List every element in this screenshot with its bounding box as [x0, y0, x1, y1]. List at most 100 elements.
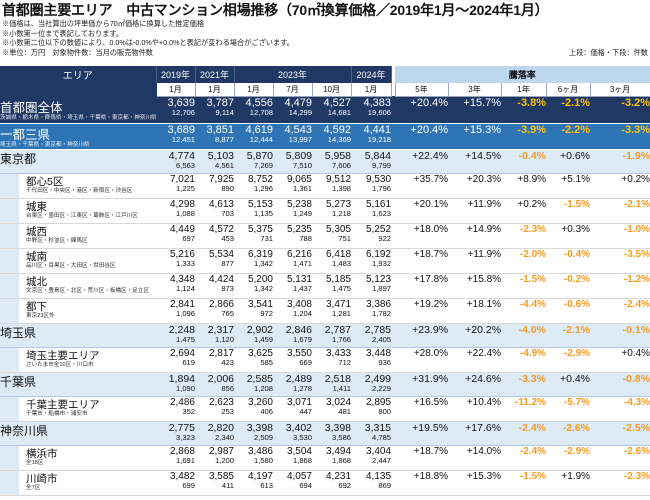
listing-count: 13,997 [288, 134, 312, 144]
price-cell: 5,103 4,561 [195, 149, 234, 174]
rate-cell: -0.6% [546, 298, 591, 324]
price-value: 5,153 [247, 198, 273, 210]
price-value: 5,273 [326, 198, 352, 210]
rate-cell: -11.2% [501, 396, 547, 422]
listing-count: 1,333 [175, 258, 195, 268]
listing-count: 972 [260, 308, 273, 318]
price-value: 6,319 [247, 248, 273, 260]
area-name: 千葉県 [0, 374, 37, 389]
price-cell: 2,785 2,405 [351, 323, 392, 348]
table-row: 首都圏全体茨城県・栃木県・群馬県・埼玉県・千葉県・東京都・神奈川県・山梨県3,6… [0, 96, 650, 124]
rate-cell: -5.7% [546, 396, 591, 422]
month-header: 1月 [350, 83, 392, 97]
area-name-cell: 都心5区 千代田区・中央区・港区・新宿区・渋谷区 [0, 173, 156, 199]
rate-cell: -3.3% [590, 123, 650, 150]
listing-count: 1,411 [332, 383, 352, 393]
price-value: 3,315 [364, 421, 392, 434]
price-cell: 9,530 1,796 [351, 173, 392, 199]
indent-bar [0, 173, 19, 197]
price-value: 4,298 [169, 198, 195, 210]
price-cell: 2,841 1,096 [156, 298, 195, 324]
price-value: 4,424 [208, 273, 234, 285]
price-value: 9,530 [366, 173, 392, 185]
rate-cell: -1.2% [590, 273, 650, 299]
price-value: 3,408 [286, 298, 312, 310]
listing-count: 1,398 [332, 183, 352, 193]
price-value: 4,197 [247, 470, 273, 482]
rate-cell: -2.4% [501, 445, 547, 471]
gap-cell [391, 470, 396, 496]
rate-cell: +18.7% [395, 445, 449, 471]
notes-block: ※価格は、当社算出の坪単価から70㎡価格に換算した推定価格 ※小数第一位まで表記… [0, 19, 650, 57]
area-name: 城西 [26, 225, 47, 238]
rate-cell: +1.9% [546, 470, 591, 496]
area-subtitle: 文京区・豊島区・北区・荒川区・板橋区・足立区 [26, 287, 150, 294]
rate-cell: +15.3% [448, 123, 502, 150]
price-cell: 5,870 7,269 [234, 149, 273, 174]
price-cell: 3,408 1,204 [273, 298, 312, 324]
price-value: 5,103 [207, 149, 234, 162]
rate-cell: +0.4% [546, 372, 591, 397]
price-cell: 4,441 19,218 [351, 123, 392, 150]
price-cell: 5,273 1,218 [312, 198, 352, 224]
indent-bar [0, 298, 19, 322]
listing-count: 712 [338, 357, 352, 367]
area-subtitle: 千代田区・中央区・港区・新宿区・渋谷区 [26, 187, 133, 194]
listing-count: 406 [260, 406, 273, 416]
indent-bar [0, 248, 19, 272]
rate-cell: +0.2% [501, 198, 547, 224]
price-value: 5,185 [326, 273, 352, 285]
area-subtitle: 埼玉県・千葉県・東京都・神奈川県 [0, 141, 90, 148]
price-value: 1,894 [168, 372, 195, 385]
price-value: 3,494 [326, 445, 352, 457]
price-cell: 9,065 1,361 [273, 173, 312, 199]
area-name-cell: 都下 東京23区外 [0, 298, 156, 324]
rate-header: 騰落率 [395, 66, 650, 83]
price-cell: 2,489 1,278 [273, 372, 312, 397]
rate-cell: -1.0% [590, 223, 650, 249]
price-cell: 2,846 1,679 [273, 323, 312, 348]
price-cell: 3,482 699 [156, 470, 195, 496]
listing-count: 6,563 [175, 160, 195, 170]
price-value: 3,541 [247, 298, 273, 310]
rate-cell: -2.1% [590, 198, 650, 224]
price-value: 5,870 [246, 149, 273, 162]
rate-cell: +0.3% [546, 223, 591, 249]
area-name: 川崎市 [26, 472, 58, 485]
price-value: 3,398 [324, 421, 352, 434]
rate-cell: +17.6% [448, 421, 502, 446]
listing-count: 1,225 [175, 183, 195, 193]
listing-count: 7,606 [332, 160, 352, 170]
area-name-cell: 一都三県 埼玉県・千葉県・東京都・神奈川県 [0, 123, 156, 150]
price-value: 4,449 [169, 223, 195, 235]
price-value: 3,550 [286, 347, 312, 359]
price-cell: 4,543 13,997 [273, 123, 312, 150]
listing-count: 1,208 [253, 383, 273, 393]
month-header: 1月 [194, 83, 235, 97]
price-cell: 4,197 613 [234, 470, 273, 496]
price-cell: 2,820 2,340 [195, 421, 234, 446]
price-cell: 5,123 1,897 [351, 273, 392, 299]
price-value: 4,135 [366, 470, 392, 482]
rate-cell: +0.2% [590, 173, 650, 199]
listing-count: 890 [221, 183, 234, 193]
gap-cell [391, 347, 396, 373]
listing-count: 877 [221, 258, 234, 268]
price-value: 3,851 [206, 123, 234, 136]
indent-bar [0, 396, 19, 420]
rate-cell: -2.5% [590, 421, 650, 446]
gap-cell [391, 123, 396, 150]
price-value: 4,592 [323, 123, 352, 136]
price-cell: 4,619 12,444 [234, 123, 273, 150]
price-value: 2,817 [208, 347, 234, 359]
gap-cell [391, 298, 396, 324]
gap-cell [391, 396, 396, 422]
price-value: 5,534 [208, 248, 234, 260]
price-value: 4,613 [208, 198, 234, 210]
gap-cell [391, 66, 396, 83]
price-value: 3,787 [206, 96, 234, 109]
price-value: 3,504 [286, 445, 312, 457]
area-name: 埼玉県 [0, 325, 37, 340]
listing-count: 253 [221, 406, 234, 416]
price-cell: 3,851 8,877 [195, 123, 234, 150]
